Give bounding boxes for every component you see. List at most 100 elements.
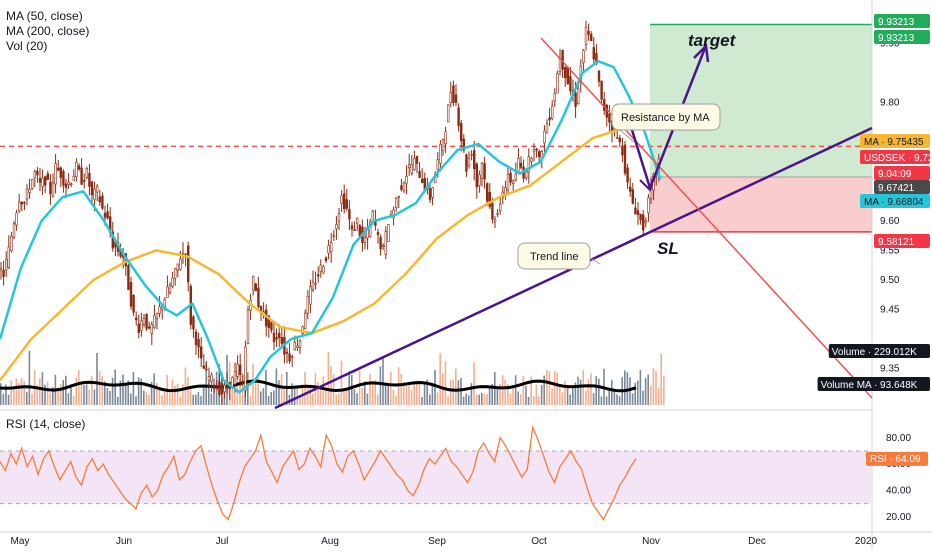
volume-bar xyxy=(564,380,566,405)
candle-body xyxy=(509,172,512,183)
candle-body xyxy=(452,85,455,103)
rsi-band xyxy=(0,450,872,504)
candle-body xyxy=(135,317,138,321)
candle-body xyxy=(280,337,283,344)
candle-body xyxy=(636,210,640,215)
volume-tag[interactable] xyxy=(817,377,930,391)
volume-bar xyxy=(444,361,447,405)
candle-body xyxy=(345,199,348,209)
candle-body xyxy=(142,318,146,325)
volume-bar xyxy=(634,382,636,405)
candle-body xyxy=(324,257,328,261)
resistance-callout[interactable] xyxy=(611,103,721,131)
volume-bar xyxy=(551,388,553,405)
candle-body xyxy=(43,176,47,186)
candle-body xyxy=(210,374,213,382)
price-tag[interactable] xyxy=(874,14,930,28)
time-tick-label: May xyxy=(11,536,30,547)
volume-bar xyxy=(59,383,62,405)
volume-bar xyxy=(631,393,634,405)
volume-bar xyxy=(470,383,473,405)
volume-bar xyxy=(416,380,418,405)
volume-bar xyxy=(262,388,265,405)
volume-bar xyxy=(65,375,67,405)
rsi-value-tag[interactable] xyxy=(866,451,928,466)
candle-body xyxy=(158,306,161,314)
volume-bar xyxy=(122,374,124,405)
volume-bar xyxy=(44,384,46,405)
volume-tag-label: Volume · 229.012K xyxy=(832,347,917,358)
volume-bar xyxy=(208,382,210,405)
volume-bar xyxy=(535,384,538,405)
candle-body xyxy=(132,295,135,313)
trendline-callout[interactable] xyxy=(517,242,591,270)
candle-body xyxy=(532,149,536,153)
volume-bar xyxy=(0,383,2,405)
volume-bar xyxy=(605,396,608,405)
volume-bar xyxy=(200,396,202,405)
volume-bar xyxy=(135,396,137,405)
candle-body xyxy=(368,221,372,237)
candle-body xyxy=(436,159,439,170)
volume-layer xyxy=(0,350,665,405)
candle-body xyxy=(288,353,291,362)
legend-rsi[interactable]: RSI (14, close) xyxy=(6,417,85,431)
candle-body xyxy=(303,312,307,330)
volume-bar xyxy=(26,392,28,405)
candle-body xyxy=(327,245,330,254)
volume-bar xyxy=(533,396,535,405)
volume-bar xyxy=(561,392,564,405)
volume-bar xyxy=(322,376,324,405)
candle-body xyxy=(293,342,296,351)
candle-body xyxy=(439,144,442,164)
volume-bar xyxy=(236,369,239,405)
volume-bar xyxy=(509,394,512,405)
candle-body xyxy=(397,195,400,198)
volume-bar xyxy=(481,392,483,405)
volume-bar xyxy=(176,383,179,405)
price-tag[interactable] xyxy=(874,166,930,180)
price-tag[interactable] xyxy=(860,194,930,208)
volume-bar xyxy=(499,383,501,405)
candle-body xyxy=(623,144,627,174)
volume-bar xyxy=(278,380,280,405)
candle-body xyxy=(340,195,343,204)
candle-body xyxy=(566,67,570,85)
volume-bar xyxy=(426,379,428,405)
volume-bar xyxy=(163,390,166,405)
candle-body xyxy=(231,377,234,387)
candle-body xyxy=(428,188,432,200)
price-tag[interactable] xyxy=(860,134,930,148)
candle-body xyxy=(322,266,325,274)
candle-body xyxy=(83,180,86,182)
price-tag[interactable] xyxy=(874,30,930,44)
volume-bar xyxy=(153,373,155,405)
volume-bar xyxy=(325,390,327,405)
candle-body xyxy=(376,232,380,235)
volume-bar xyxy=(556,372,558,405)
legend-vol[interactable]: Vol (20) xyxy=(6,39,47,53)
volume-bar xyxy=(624,370,626,405)
volume-bar xyxy=(319,387,322,405)
volume-bar xyxy=(351,374,353,405)
volume-bar xyxy=(608,390,610,405)
price-tag[interactable] xyxy=(874,180,930,194)
price-tag-label: MA · 9.66804 xyxy=(864,197,924,208)
rsi-line xyxy=(0,424,637,521)
price-tag[interactable] xyxy=(874,234,930,248)
price-tag-label: USDSEK · 9.72594 xyxy=(864,153,932,164)
candle-body xyxy=(550,105,554,119)
candle-body xyxy=(530,158,533,162)
candle-body xyxy=(316,274,320,277)
candle-body xyxy=(353,229,356,232)
candle-body xyxy=(514,173,518,181)
time-tick-label: Jul xyxy=(216,536,229,547)
volume-tag[interactable] xyxy=(828,344,930,358)
legend-ma200[interactable]: MA (200, close) xyxy=(6,24,89,38)
volume-bar xyxy=(330,366,332,405)
price-tag[interactable] xyxy=(860,150,930,164)
legend-ma50[interactable]: MA (50, close) xyxy=(6,9,83,23)
volume-bar xyxy=(590,373,592,405)
candle-body xyxy=(145,313,148,329)
